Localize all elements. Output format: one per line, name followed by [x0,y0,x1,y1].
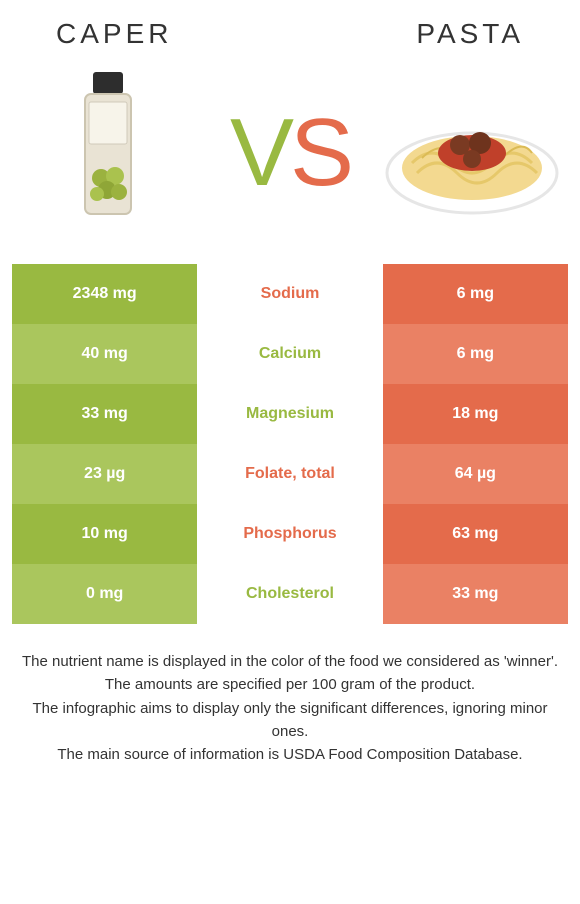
nutrient-label: Sodium [197,264,382,324]
right-value: 33 mg [383,564,568,624]
nutrient-label: Phosphorus [197,504,382,564]
right-value: 6 mg [383,324,568,384]
vs-v: V [230,98,290,208]
footnotes: The nutrient name is displayed in the co… [12,624,568,766]
footnote-line: The main source of information is USDA F… [16,743,564,766]
table-row: 10 mgPhosphorus63 mg [12,504,568,564]
nutrient-label: Cholesterol [197,564,382,624]
left-value: 2348 mg [12,264,197,324]
right-value: 18 mg [383,384,568,444]
left-value: 0 mg [12,564,197,624]
table-row: 23 µgFolate, total64 µg [12,444,568,504]
pasta-image [382,68,562,238]
nutrient-table: 2348 mgSodium6 mg40 mgCalcium6 mg33 mgMa… [12,264,568,624]
nutrient-label: Calcium [197,324,382,384]
left-value: 33 mg [12,384,197,444]
right-value: 6 mg [383,264,568,324]
title-right: PASTA [416,18,524,50]
footnote-line: The infographic aims to display only the… [16,697,564,744]
left-value: 10 mg [12,504,197,564]
title-left: CAPER [56,18,172,50]
nutrient-label: Magnesium [197,384,382,444]
table-row: 40 mgCalcium6 mg [12,324,568,384]
caper-image [18,68,198,238]
table-row: 33 mgMagnesium18 mg [12,384,568,444]
footnote-line: The nutrient name is displayed in the co… [16,650,564,673]
vs-label: V S [230,98,350,208]
table-row: 2348 mgSodium6 mg [12,264,568,324]
title-row: CAPER PASTA [12,18,568,50]
table-row: 0 mgCholesterol33 mg [12,564,568,624]
infographic-root: CAPER PASTA V S [0,0,580,904]
right-value: 63 mg [383,504,568,564]
left-value: 40 mg [12,324,197,384]
left-value: 23 µg [12,444,197,504]
vs-s: S [290,98,350,208]
right-value: 64 µg [383,444,568,504]
nutrient-label: Folate, total [197,444,382,504]
footnote-line: The amounts are specified per 100 gram o… [16,673,564,696]
hero-row: V S [12,68,568,264]
